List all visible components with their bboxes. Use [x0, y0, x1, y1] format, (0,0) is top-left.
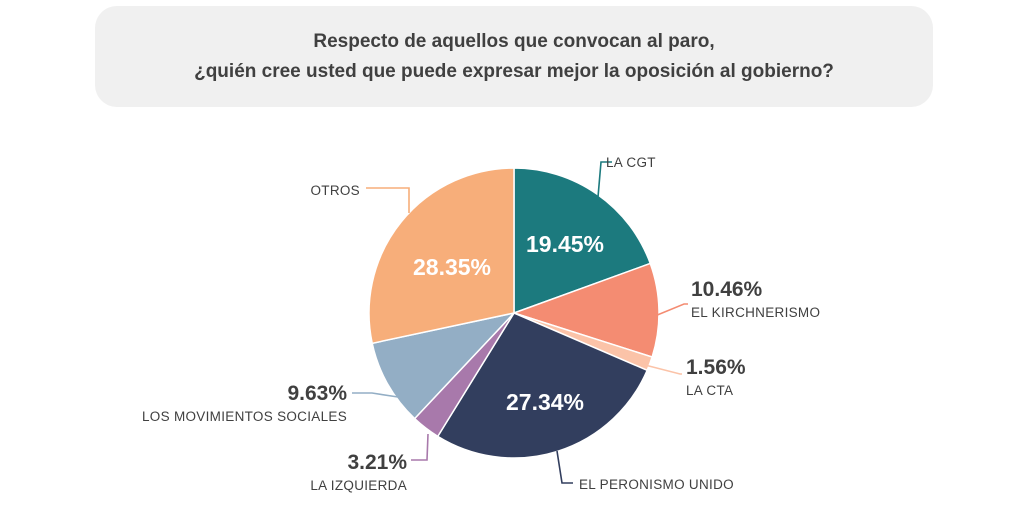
value-label-otros: 28.35%: [413, 254, 491, 280]
pie-slice-otros: [368, 167, 515, 345]
leader-line-la-cta: [644, 364, 682, 375]
value-label-la-cta: 1.56%: [686, 356, 746, 379]
category-label-los-movimientos-sociales: LOS MOVIMIENTOS SOCIALES: [142, 409, 347, 424]
leader-line-el-kirchnerismo: [649, 303, 688, 319]
value-label-los-movimientos-sociales: 9.63%: [287, 382, 347, 405]
category-label-la-cta: LA CTA: [686, 383, 733, 398]
leader-line-el-peronismo-unido: [556, 450, 573, 484]
value-label-el-peronismo-unido: 27.34%: [506, 389, 584, 415]
category-label-el-peronismo-unido: EL PERONISMO UNIDO: [579, 477, 734, 492]
leader-line-la-izquierda: [411, 433, 429, 461]
category-label-otros: OTROS: [310, 183, 360, 198]
chart-title-box: Respecto de aquellos que convocan al par…: [95, 6, 933, 107]
value-label-la-cgt: 19.45%: [526, 231, 604, 257]
pie-slice-la-cgt: [513, 167, 652, 315]
chart-title-line-1: Respecto de aquellos que convocan al par…: [313, 30, 715, 52]
pie-slice-el-kirchnerismo: [511, 262, 660, 358]
value-label-el-kirchnerismo: 10.46%: [691, 278, 763, 301]
category-label-el-kirchnerismo: EL KIRCHNERISMO: [691, 305, 820, 320]
category-label-la-cgt: LA CGT: [606, 155, 656, 170]
leader-lines: [352, 161, 688, 484]
value-label-la-izquierda: 3.21%: [347, 451, 407, 474]
leader-line-los-movimientos-sociales: [352, 392, 399, 398]
category-label-la-izquierda: LA IZQUIERDA: [310, 478, 407, 493]
pie-slices: [368, 167, 660, 459]
leader-line-la-cgt: [597, 161, 612, 198]
pie-slice-los-movimientos-sociales: [371, 311, 517, 420]
leader-line-otros: [366, 187, 410, 213]
chart-title-line-2: ¿quién cree usted que puede expresar mej…: [194, 60, 834, 82]
